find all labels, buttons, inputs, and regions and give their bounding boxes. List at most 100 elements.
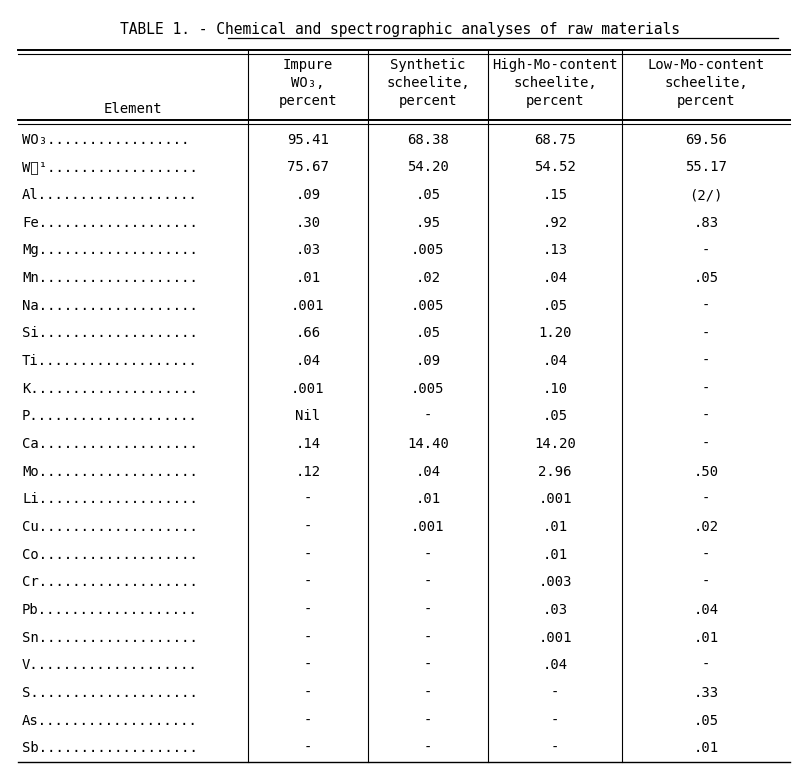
Text: Fe...................: Fe................... [22,216,198,230]
Text: -: - [702,354,710,368]
Text: .83: .83 [694,216,718,230]
Text: .05: .05 [694,271,718,285]
Text: 68.75: 68.75 [534,133,576,147]
Text: -: - [304,686,312,700]
Text: As...................: As................... [22,714,198,728]
Text: Element: Element [104,102,162,116]
Text: -: - [424,576,432,589]
Text: -: - [702,326,710,340]
Text: 14.40: 14.40 [407,437,449,451]
Text: .50: .50 [694,465,718,479]
Text: Pb...................: Pb................... [22,603,198,617]
Text: 1.20: 1.20 [538,326,572,340]
Text: .01: .01 [542,520,567,534]
Text: 2.96: 2.96 [538,465,572,479]
Text: -: - [304,658,312,672]
Text: 55.17: 55.17 [685,161,727,175]
Text: .04: .04 [542,354,567,368]
Text: 54.20: 54.20 [407,161,449,175]
Text: .04: .04 [415,465,441,479]
Text: .05: .05 [694,714,718,728]
Text: P....................: P.................... [22,410,198,424]
Text: -: - [304,630,312,644]
Text: .001: .001 [411,520,445,534]
Text: Nil: Nil [295,410,321,424]
Text: (2/): (2/) [690,188,722,202]
Text: -: - [551,714,559,728]
Text: Ca...................: Ca................... [22,437,198,451]
Text: .04: .04 [542,271,567,285]
Text: 95.41: 95.41 [287,133,329,147]
Text: .05: .05 [415,326,441,340]
Text: -: - [424,714,432,728]
Text: -: - [702,299,710,313]
Text: -: - [424,548,432,562]
Text: K....................: K.................... [22,381,198,395]
Text: -: - [424,686,432,700]
Text: -: - [304,714,312,728]
Text: .13: .13 [542,243,567,257]
Text: S....................: S.................... [22,686,198,700]
Text: -: - [702,548,710,562]
Text: .10: .10 [542,381,567,395]
Text: Li...................: Li................... [22,492,198,506]
Text: .95: .95 [415,216,441,230]
Text: -: - [702,410,710,424]
Text: .001: .001 [538,492,572,506]
Text: .01: .01 [415,492,441,506]
Text: .03: .03 [542,603,567,617]
Text: .02: .02 [415,271,441,285]
Text: 68.38: 68.38 [407,133,449,147]
Text: .003: .003 [538,576,572,589]
Text: Na...................: Na................... [22,299,198,313]
Text: .92: .92 [542,216,567,230]
Text: -: - [304,548,312,562]
Text: -: - [304,741,312,755]
Text: Co...................: Co................... [22,548,198,562]
Text: Mg...................: Mg................... [22,243,198,257]
Text: Mo...................: Mo................... [22,465,198,479]
Text: -: - [702,381,710,395]
Text: .09: .09 [295,188,321,202]
Text: TABLE 1. - Chemical and spectrographic analyses of raw materials: TABLE 1. - Chemical and spectrographic a… [120,22,680,37]
Text: Si...................: Si................... [22,326,198,340]
Text: .04: .04 [694,603,718,617]
Text: V....................: V.................... [22,658,198,672]
Text: Mn...................: Mn................... [22,271,198,285]
Text: Cu...................: Cu................... [22,520,198,534]
Text: 14.20: 14.20 [534,437,576,451]
Text: .12: .12 [295,465,321,479]
Text: .15: .15 [542,188,567,202]
Text: 75.67: 75.67 [287,161,329,175]
Text: -: - [424,410,432,424]
Text: High-Mo-content
scheelite,
percent: High-Mo-content scheelite, percent [492,58,618,108]
Text: Cr...................: Cr................... [22,576,198,589]
Text: .33: .33 [694,686,718,700]
Text: .01: .01 [295,271,321,285]
Text: .05: .05 [415,188,441,202]
Text: Synthetic
scheelite,
percent: Synthetic scheelite, percent [386,58,470,108]
Text: .02: .02 [694,520,718,534]
Text: -: - [702,243,710,257]
Text: -: - [424,741,432,755]
Text: -: - [424,658,432,672]
Text: .05: .05 [542,410,567,424]
Text: -: - [424,603,432,617]
Text: .05: .05 [542,299,567,313]
Text: Sb...................: Sb................... [22,741,198,755]
Text: Impure
WO₃,
percent: Impure WO₃, percent [278,58,338,108]
Text: 54.52: 54.52 [534,161,576,175]
Text: .14: .14 [295,437,321,451]
Text: -: - [551,686,559,700]
Text: Al...................: Al................... [22,188,198,202]
Text: .01: .01 [694,741,718,755]
Text: .001: .001 [291,299,325,313]
Text: .005: .005 [411,381,445,395]
Text: -: - [304,576,312,589]
Text: Low-Mo-content
scheelite,
percent: Low-Mo-content scheelite, percent [647,58,765,108]
Text: .001: .001 [538,630,572,644]
Text: -: - [551,741,559,755]
Text: 69.56: 69.56 [685,133,727,147]
Text: -: - [304,492,312,506]
Text: .66: .66 [295,326,321,340]
